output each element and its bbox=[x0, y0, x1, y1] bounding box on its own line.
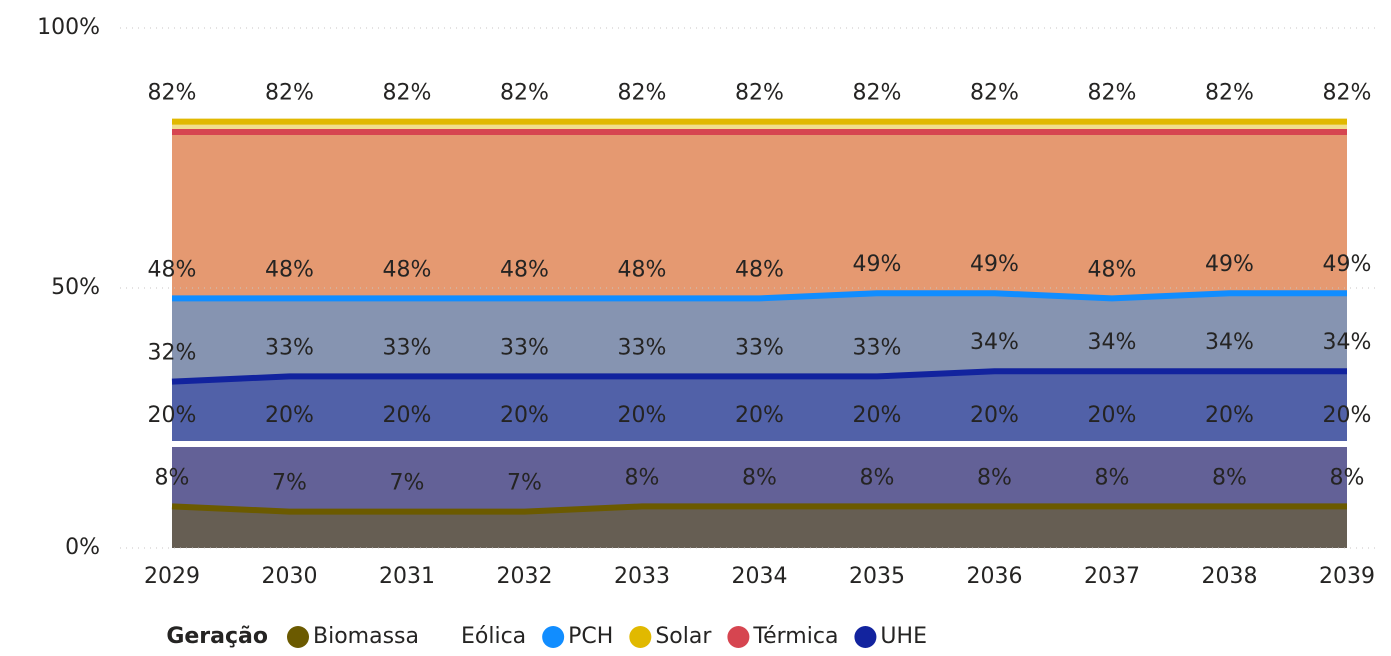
data-label: 20% bbox=[1205, 403, 1254, 428]
data-label: 33% bbox=[735, 335, 784, 360]
data-label: 8% bbox=[625, 465, 660, 490]
series-line bbox=[172, 290, 1347, 302]
data-label: 49% bbox=[970, 252, 1019, 277]
lines bbox=[171, 118, 1347, 515]
data-label: 8% bbox=[155, 465, 190, 490]
data-label: 20% bbox=[735, 403, 784, 428]
area bbox=[172, 293, 1347, 548]
data-label: 82% bbox=[383, 81, 432, 106]
data-label: 82% bbox=[1205, 81, 1254, 106]
data-label: 82% bbox=[500, 81, 549, 106]
data-label: 82% bbox=[970, 81, 1019, 106]
data-label: 20% bbox=[618, 403, 667, 428]
data-label: 49% bbox=[1323, 252, 1372, 277]
legend-marker bbox=[542, 626, 565, 648]
data-label: 20% bbox=[853, 403, 902, 428]
data-label: 33% bbox=[265, 335, 314, 360]
legend-marker bbox=[854, 626, 877, 648]
legend-label: PCH bbox=[568, 624, 613, 649]
data-label: 7% bbox=[272, 471, 307, 496]
data-label: 48% bbox=[618, 257, 667, 282]
legend-label: UHE bbox=[880, 624, 927, 649]
area bbox=[172, 444, 1347, 548]
x-tick-label: 2033 bbox=[614, 564, 670, 589]
legend-label: Solar bbox=[655, 624, 712, 649]
data-label: 8% bbox=[742, 465, 777, 490]
labels: 82% 82% 82% 82% 82% 82% 82% 82% 82% 82% 82% 48% 48% 4… bbox=[148, 81, 1372, 496]
data-label: 33% bbox=[383, 335, 432, 360]
x-tick-label: 2038 bbox=[1202, 564, 1258, 589]
data-label: 20% bbox=[1323, 403, 1372, 428]
legend-marker bbox=[629, 626, 652, 648]
data-label: 7% bbox=[507, 471, 542, 496]
legend-marker bbox=[434, 626, 457, 648]
area bbox=[172, 506, 1347, 548]
y-tick-label: 0% bbox=[65, 535, 100, 560]
data-label: 8% bbox=[1212, 465, 1247, 490]
legend-marker bbox=[287, 626, 309, 648]
x-tick-label: 2035 bbox=[849, 564, 905, 589]
data-label: 82% bbox=[1323, 81, 1372, 106]
data-label: 34% bbox=[970, 330, 1019, 355]
data-label: 8% bbox=[1330, 465, 1365, 490]
data-label: 48% bbox=[500, 257, 549, 282]
data-label: 20% bbox=[1088, 403, 1137, 428]
x-tick-label: 2032 bbox=[497, 564, 553, 589]
data-label: 20% bbox=[500, 403, 549, 428]
y-tick-label: 100% bbox=[37, 15, 100, 40]
legend-label: Biomassa bbox=[313, 624, 419, 649]
data-label: 48% bbox=[383, 257, 432, 282]
x-tick-label: 2034 bbox=[732, 564, 788, 589]
data-label: 20% bbox=[265, 403, 314, 428]
data-label: 34% bbox=[1205, 330, 1254, 355]
data-label: 48% bbox=[148, 257, 197, 282]
x-tick-label: 2036 bbox=[967, 564, 1023, 589]
data-label: 20% bbox=[383, 403, 432, 428]
data-label: 48% bbox=[735, 257, 784, 282]
data-label: 33% bbox=[500, 335, 549, 360]
data-label: 32% bbox=[148, 341, 197, 366]
data-label: 34% bbox=[1323, 330, 1372, 355]
data-label: 48% bbox=[1088, 257, 1137, 282]
data-label: 20% bbox=[970, 403, 1019, 428]
series-line bbox=[171, 368, 1347, 385]
data-label: 33% bbox=[853, 335, 902, 360]
x-tick-label: 2037 bbox=[1084, 564, 1140, 589]
data-label: 33% bbox=[618, 335, 667, 360]
x-tick-label: 2039 bbox=[1319, 564, 1375, 589]
x-tick-label: 2031 bbox=[379, 564, 435, 589]
legend-marker bbox=[727, 626, 750, 648]
data-label: 49% bbox=[853, 252, 902, 277]
data-label: 20% bbox=[148, 403, 197, 428]
data-label: 82% bbox=[1088, 81, 1137, 106]
data-label: 8% bbox=[977, 465, 1012, 490]
legend-label: Eólica bbox=[461, 624, 526, 649]
data-label: 8% bbox=[1095, 465, 1130, 490]
legend-title: Geração bbox=[166, 624, 268, 649]
data-label: 82% bbox=[618, 81, 667, 106]
series-line bbox=[171, 503, 1347, 515]
data-label: 82% bbox=[735, 81, 784, 106]
data-label: 82% bbox=[265, 81, 314, 106]
x-tick-label: 2029 bbox=[144, 564, 200, 589]
legend-label: Térmica bbox=[752, 624, 838, 649]
data-label: 82% bbox=[148, 81, 197, 106]
data-label: 8% bbox=[860, 465, 895, 490]
data-label: 48% bbox=[265, 257, 314, 282]
data-label: 7% bbox=[390, 471, 425, 496]
data-label: 34% bbox=[1088, 330, 1137, 355]
x-tick-label: 2030 bbox=[262, 564, 318, 589]
data-label: 49% bbox=[1205, 252, 1254, 277]
y-tick-label: 50% bbox=[51, 275, 100, 300]
data-label: 82% bbox=[853, 81, 902, 106]
